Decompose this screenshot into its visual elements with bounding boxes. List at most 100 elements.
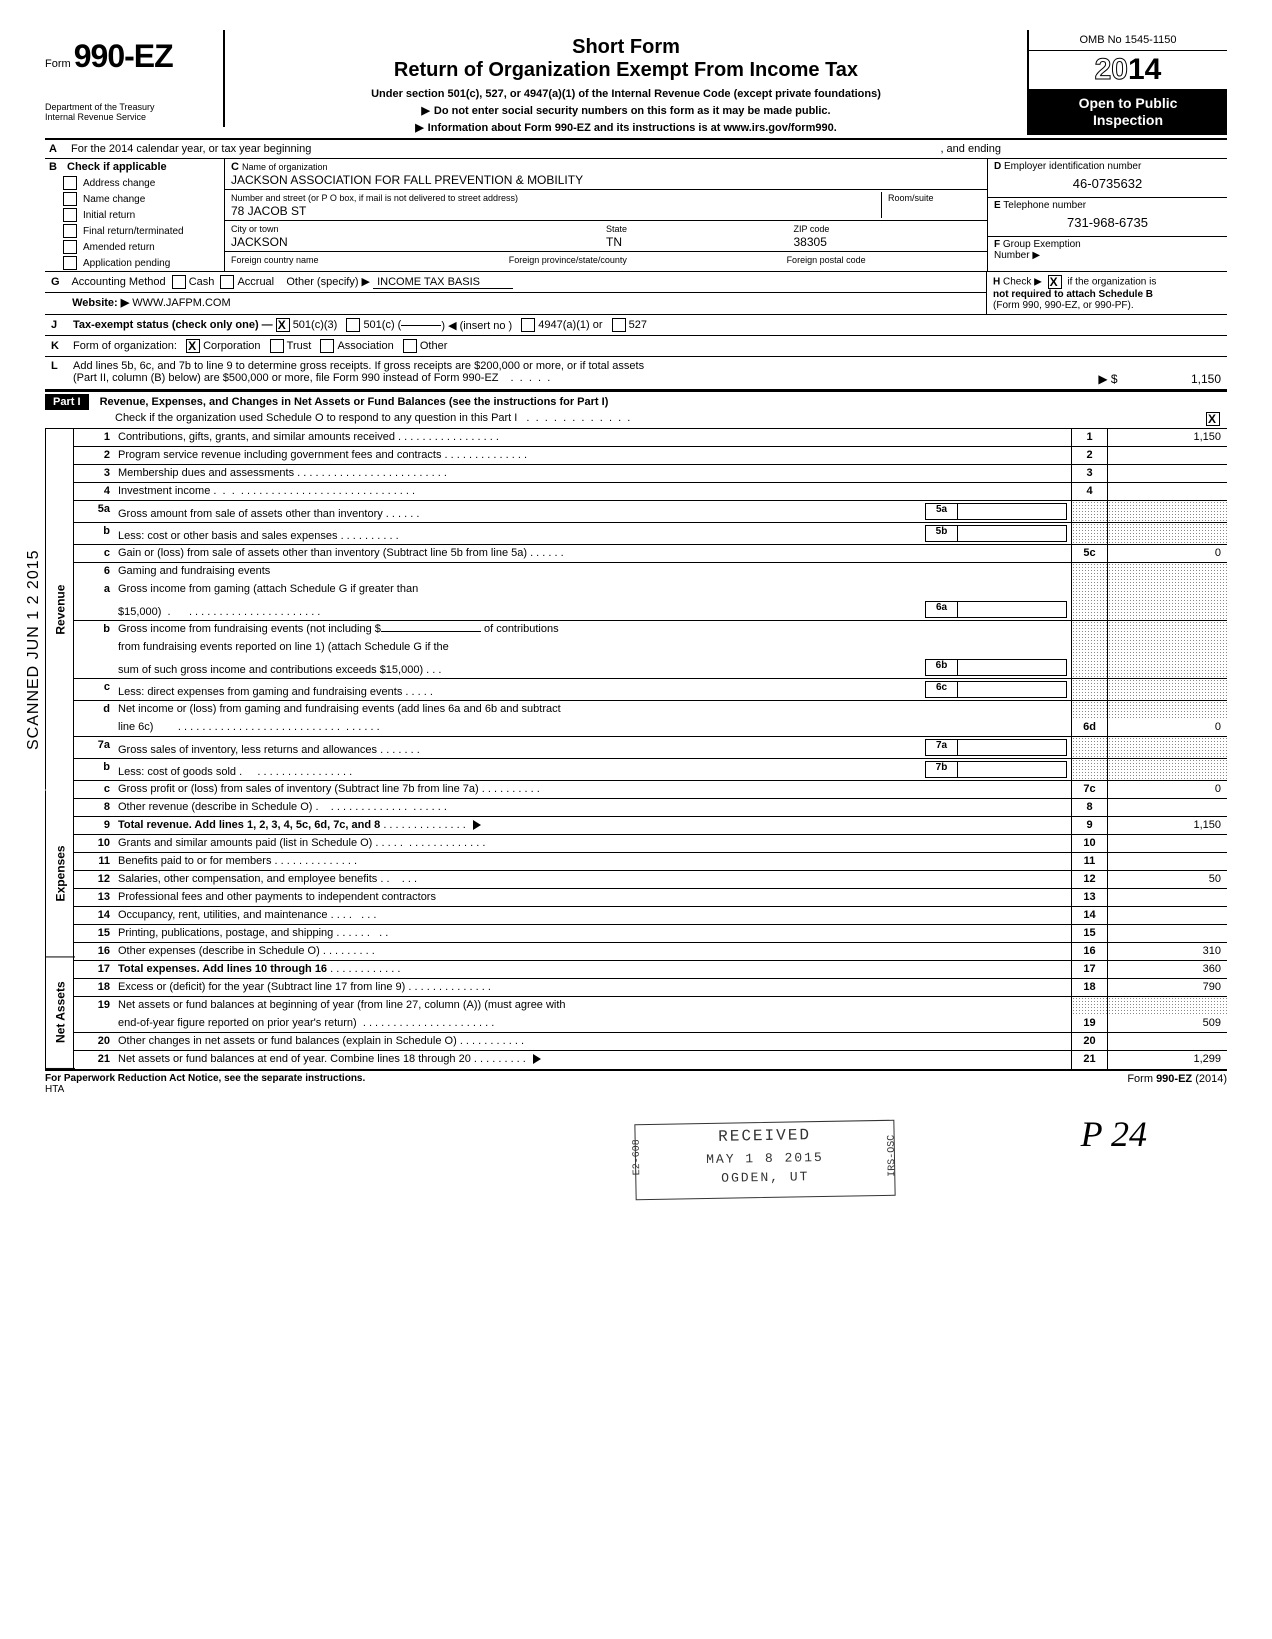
- ln-19-cn: 19: [1071, 1015, 1107, 1032]
- zip: 38305: [794, 235, 827, 249]
- form-header: Form 990-EZ Department of the Treasury I…: [45, 30, 1227, 140]
- ln-2-num: 2: [74, 447, 114, 464]
- ln-9-val: 1,150: [1107, 817, 1227, 834]
- footer-right-pre: Form: [1127, 1073, 1156, 1085]
- checkbox-527[interactable]: [612, 318, 626, 332]
- checkbox-h[interactable]: [1048, 275, 1062, 289]
- ln-6c-sn: 6c: [925, 681, 957, 698]
- ln-8-cn: 8: [1071, 799, 1107, 816]
- ln-1-text: Contributions, gifts, grants, and simila…: [118, 431, 395, 443]
- ln-5b-sn: 5b: [925, 525, 957, 542]
- label-g: G: [51, 276, 69, 288]
- ln-6-num: 6: [74, 563, 114, 581]
- checkbox-app-pending[interactable]: [63, 256, 77, 270]
- label-h: H: [993, 277, 1000, 288]
- checkbox-cash[interactable]: [172, 275, 186, 289]
- text-e: Telephone number: [1003, 200, 1086, 211]
- ln-7b-text: Less: cost of goods sold: [118, 766, 236, 778]
- checkbox-other-org[interactable]: [403, 339, 417, 353]
- ln-6a-text2: $15,000): [118, 606, 161, 618]
- ln-13-cn: 13: [1071, 889, 1107, 906]
- checkbox-schedule-o[interactable]: [1206, 412, 1220, 426]
- checkbox-501c[interactable]: [346, 318, 360, 332]
- ln-6d-text: Net income or (loss) from gaming and fun…: [118, 703, 561, 715]
- open-public-2: Inspection: [1033, 112, 1223, 129]
- opt-app-pending: Application pending: [83, 258, 170, 269]
- subtitle-3: Information about Form 990-EZ and its in…: [428, 122, 837, 134]
- phone: 731-968-6735: [994, 211, 1221, 234]
- checkbox-address-change[interactable]: [63, 176, 77, 190]
- checkbox-assoc[interactable]: [320, 339, 334, 353]
- ln-20-val: [1107, 1033, 1227, 1050]
- ln-3-cn: 3: [1071, 465, 1107, 482]
- checkbox-corp[interactable]: [186, 339, 200, 353]
- footer-left: For Paperwork Reduction Act Notice, see …: [45, 1073, 365, 1084]
- ln-15-text: Printing, publications, postage, and shi…: [118, 927, 333, 939]
- ln-17-text: Total expenses. Add lines 10 through 16: [118, 963, 327, 975]
- ln-7a-text: Gross sales of inventory, less returns a…: [118, 744, 377, 756]
- ln-6a-text: Gross income from gaming (attach Schedul…: [118, 583, 418, 595]
- text-b: Check if applicable: [67, 161, 167, 173]
- opt-final-return: Final return/terminated: [83, 226, 184, 237]
- ln-4-val: [1107, 483, 1227, 500]
- text-d: Employer identification number: [1004, 161, 1141, 172]
- ln-17-val: 360: [1107, 961, 1227, 978]
- ln-4-num: 4: [74, 483, 114, 500]
- opt-other-specify: Other (specify) ▶: [286, 276, 370, 288]
- ln-5a-sn: 5a: [925, 503, 957, 520]
- opt-name-change: Name change: [83, 194, 145, 205]
- ln-6d-cn: 6d: [1071, 719, 1107, 736]
- ln-16-cn: 16: [1071, 943, 1107, 960]
- ln-6a-num: a: [74, 581, 114, 599]
- ln-14-cn: 14: [1071, 907, 1107, 924]
- ln-19-text2: end-of-year figure reported on prior yea…: [118, 1017, 357, 1029]
- form-word: Form: [45, 58, 71, 70]
- ln-1-num: 1: [74, 429, 114, 446]
- checkbox-4947[interactable]: [521, 318, 535, 332]
- ln-5c-text: Gain or (loss) from sale of assets other…: [118, 547, 527, 559]
- l-amt-label: ▶ $: [1098, 372, 1117, 386]
- state-label: State: [606, 224, 627, 234]
- subtitle-1: Under section 501(c), 527, or 4947(a)(1)…: [235, 88, 1017, 100]
- ln-16-text: Other expenses (describe in Schedule O): [118, 945, 320, 957]
- ln-3-text: Membership dues and assessments: [118, 467, 294, 479]
- checkbox-name-change[interactable]: [63, 192, 77, 206]
- opt-527: 527: [629, 319, 647, 331]
- ln-5c-val: 0: [1107, 545, 1227, 562]
- text-f2: Number ▶: [994, 250, 1040, 261]
- accounting-other-value: INCOME TAX BASIS: [373, 276, 513, 289]
- checkbox-amended[interactable]: [63, 240, 77, 254]
- label-a: A: [49, 143, 71, 155]
- website: WWW.JAFPM.COM: [132, 297, 230, 309]
- opt-cash: Cash: [189, 276, 215, 288]
- ln-17-num: 17: [74, 961, 114, 978]
- ln-8-text: Other revenue (describe in Schedule O): [118, 801, 312, 813]
- ln-1-cn: 1: [1071, 429, 1107, 446]
- ln-21-text: Net assets or fund balances at end of ye…: [118, 1053, 471, 1065]
- ln-13-num: 13: [74, 889, 114, 906]
- text-h2: if the organization is: [1067, 277, 1156, 288]
- ln-9-num: 9: [74, 817, 114, 834]
- ln-18-text: Excess or (deficit) for the year (Subtra…: [118, 981, 405, 993]
- ln-6-text: Gaming and fundraising events: [118, 565, 270, 577]
- checkbox-501c3[interactable]: [276, 318, 290, 332]
- received-stamp: E2-608 RECEIVED MAY 1 8 2015 OGDEN, UT I…: [634, 1120, 895, 1201]
- scanned-stamp: SCANNED JUN 1 2 2015: [25, 549, 43, 750]
- ln-19-val: 509: [1107, 1015, 1227, 1032]
- zip-label: ZIP code: [794, 224, 830, 234]
- ln-12-text: Salaries, other compensation, and employ…: [118, 873, 377, 885]
- ln-6b-text: Gross income from fundraising events (no…: [118, 623, 381, 635]
- ln-13-val: [1107, 889, 1227, 906]
- stamp-received-text: RECEIVED: [651, 1125, 877, 1147]
- text-f: Group Exemption: [1003, 239, 1081, 250]
- checkbox-final-return[interactable]: [63, 224, 77, 238]
- checkbox-trust[interactable]: [270, 339, 284, 353]
- ln-21-cn: 21: [1071, 1051, 1107, 1069]
- checkbox-accrual[interactable]: [220, 275, 234, 289]
- ln-14-val: [1107, 907, 1227, 924]
- checkbox-initial-return[interactable]: [63, 208, 77, 222]
- ln-9-text: Total revenue. Add lines 1, 2, 3, 4, 5c,…: [118, 819, 380, 831]
- opt-4947: 4947(a)(1) or: [538, 319, 602, 331]
- opt-501c: 501(c) (: [363, 319, 401, 331]
- ln-11-num: 11: [74, 853, 114, 870]
